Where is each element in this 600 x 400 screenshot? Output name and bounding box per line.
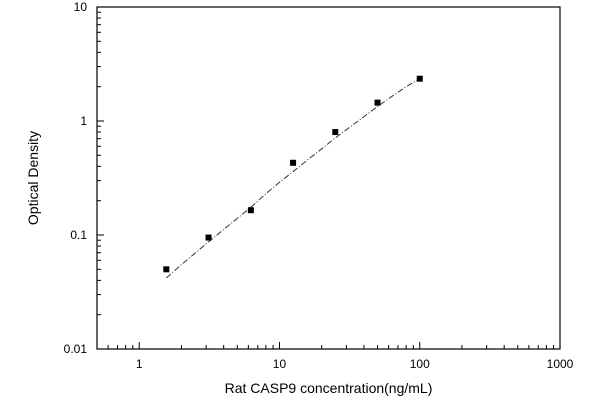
y-tick-label: 0.1 — [70, 228, 87, 242]
x-tick-label: 10 — [273, 357, 287, 371]
data-point — [332, 129, 339, 136]
x-tick-label: 100 — [410, 357, 430, 371]
data-point — [247, 207, 254, 214]
data-point — [205, 234, 212, 241]
data-point — [163, 266, 170, 273]
plot-frame — [96, 6, 561, 350]
data-point — [374, 99, 381, 106]
data-points — [163, 75, 423, 273]
y-tick-label: 0.01 — [64, 342, 88, 356]
x-tick-label: 1000 — [547, 357, 574, 371]
x-axis-tick-labels: 1 10 100 1000 — [136, 357, 574, 371]
y-axis-ticks — [97, 6, 104, 350]
y-axis-title: Optical Density — [25, 131, 41, 225]
y-axis-tick-labels: 0.01 0.1 1 10 — [64, 0, 88, 356]
y-tick-label: 10 — [74, 0, 88, 14]
fit-curve — [165, 78, 420, 279]
data-point — [290, 159, 297, 166]
x-tick-label: 1 — [136, 357, 143, 371]
x-axis-title: Rat CASP9 concentration(ng/mL) — [225, 380, 433, 396]
data-point — [416, 75, 423, 82]
y-tick-label: 1 — [80, 114, 87, 128]
x-axis-ticks — [96, 342, 561, 349]
